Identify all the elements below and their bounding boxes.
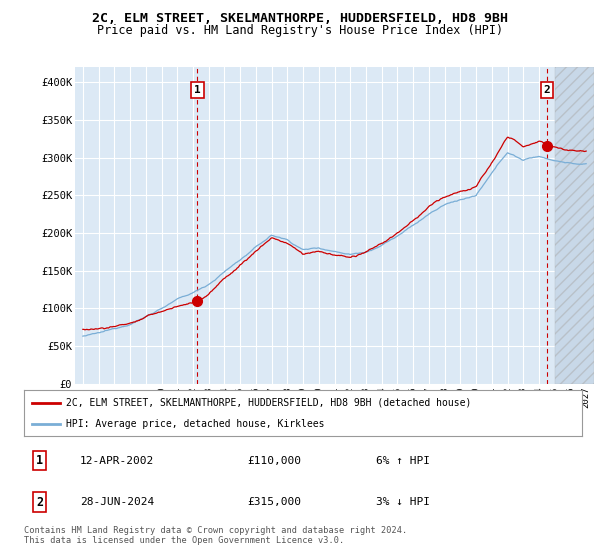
Text: HPI: Average price, detached house, Kirklees: HPI: Average price, detached house, Kirk…	[66, 419, 325, 429]
Text: 3% ↓ HPI: 3% ↓ HPI	[376, 497, 430, 507]
Text: £110,000: £110,000	[247, 456, 301, 465]
Bar	[554, 67, 594, 384]
Text: Price paid vs. HM Land Registry's House Price Index (HPI): Price paid vs. HM Land Registry's House …	[97, 24, 503, 36]
Text: 6% ↑ HPI: 6% ↑ HPI	[376, 456, 430, 465]
Text: 28-JUN-2024: 28-JUN-2024	[80, 497, 154, 507]
Text: 2C, ELM STREET, SKELMANTHORPE, HUDDERSFIELD, HD8 9BH (detached house): 2C, ELM STREET, SKELMANTHORPE, HUDDERSFI…	[66, 398, 471, 408]
Text: 2C, ELM STREET, SKELMANTHORPE, HUDDERSFIELD, HD8 9BH: 2C, ELM STREET, SKELMANTHORPE, HUDDERSFI…	[92, 12, 508, 25]
Text: 2: 2	[543, 85, 550, 95]
Text: Contains HM Land Registry data © Crown copyright and database right 2024.: Contains HM Land Registry data © Crown c…	[24, 526, 407, 535]
Bar	[554, 67, 594, 384]
Text: 1: 1	[36, 454, 43, 467]
Text: 12-APR-2002: 12-APR-2002	[80, 456, 154, 465]
Text: 1: 1	[194, 85, 201, 95]
Text: £315,000: £315,000	[247, 497, 301, 507]
Text: 2: 2	[36, 496, 43, 508]
Text: This data is licensed under the Open Government Licence v3.0.: This data is licensed under the Open Gov…	[24, 536, 344, 545]
